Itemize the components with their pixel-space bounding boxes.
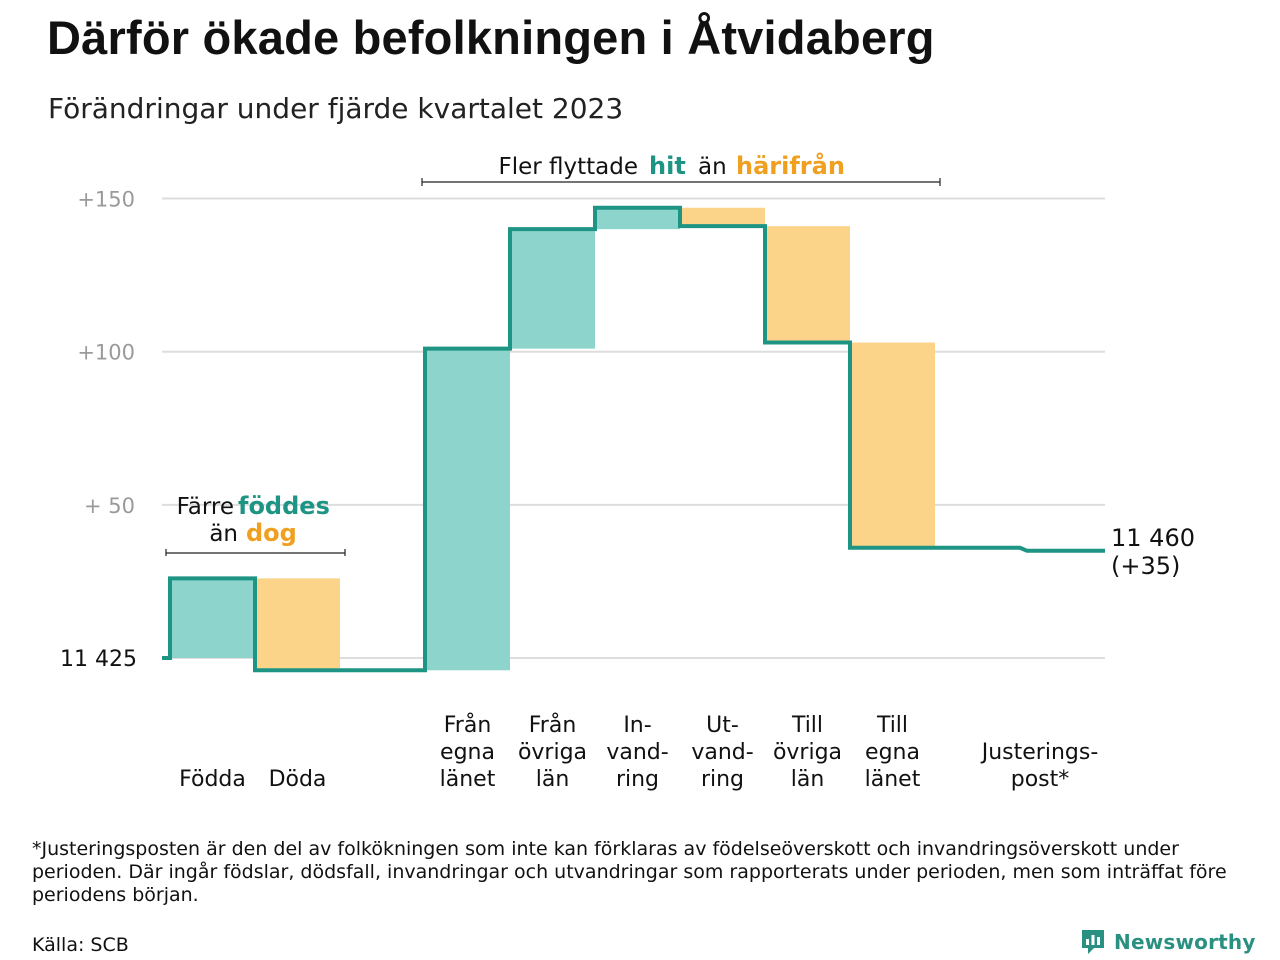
x-label-7-line-2: övriga: [773, 740, 842, 765]
chart-subtitle: Förändringar under fjärde kvartalet 2023: [48, 92, 624, 125]
bar-från-övriga-län: [510, 229, 595, 349]
y-tick-label-150: +150: [77, 188, 135, 212]
newsworthy-logo-icon: [1082, 930, 1104, 954]
x-axis-labels: Födda DödaFrånegnalänetFrånövrigalänIn-va…: [179, 712, 1098, 792]
cumulative-line: [162, 205, 1105, 673]
bar-in-vandring: [595, 207, 680, 230]
x-label-7-line-3: län: [791, 767, 825, 792]
migration-annotation-pre: Fler flyttade: [498, 154, 638, 180]
x-label-9-line-2: post*: [1011, 767, 1070, 792]
bar-födda: [170, 578, 255, 658]
x-label-1-line-1: Födda: [179, 767, 246, 792]
x-label-8-line-3: länet: [865, 767, 921, 792]
births-annotation-in: föddes: [238, 492, 330, 520]
brand: Newsworthy: [1080, 928, 1256, 956]
x-label-7-line-1: Till: [791, 713, 823, 738]
bar-ut-vandring: [680, 207, 765, 227]
annotations: Färre föddes än dog Fler flyttade hit än…: [165, 151, 941, 556]
end-value-line-2: (+35): [1111, 552, 1180, 580]
x-label-4-line-1: Från: [529, 712, 577, 738]
x-label-2-line-1: Döda: [269, 767, 327, 792]
births-annotation-out: dog: [246, 519, 297, 547]
waterfall-chart: 11 425+ 50+100+150 Födda DödaFrånegnaläne…: [60, 151, 1195, 792]
x-label-3-line-3: länet: [440, 767, 496, 792]
x-label-5-line-3: ring: [616, 767, 659, 792]
footnote: *Justeringsposten är den del av folkökni…: [32, 838, 1227, 906]
migration-bracket: [421, 178, 941, 186]
x-label-8-line-1: Till: [876, 713, 908, 738]
chart-title: Därför ökade befolkningen i Åtvidaberg: [47, 11, 935, 64]
source-note: Källa: SCB: [32, 934, 129, 956]
x-label-5-line-2: vand-: [606, 740, 668, 765]
brand-name: Newsworthy: [1114, 930, 1256, 954]
end-value-line-1: 11 460: [1111, 524, 1195, 552]
y-tick-label-50: + 50: [84, 494, 135, 518]
x-label-6-line-2: vand-: [691, 740, 753, 765]
x-label-8-line-2: egna: [865, 740, 920, 765]
migration-annotation-in: hit: [649, 152, 686, 180]
bars: [170, 207, 935, 671]
y-axis-labels: 11 425 + 50 +100 +150: [60, 188, 137, 672]
bar-till-övriga-län: [765, 226, 850, 343]
cumulative-step-line: [162, 205, 1105, 673]
bar-till-egna-länet: [850, 342, 935, 548]
x-label-3-line-1: Från: [444, 712, 492, 738]
x-label-4-line-3: län: [536, 767, 570, 792]
migration-annotation-out: härifrån: [736, 151, 845, 180]
x-label-6-line-1: Ut-: [706, 713, 739, 738]
x-label-3-line-2: egna: [440, 740, 495, 765]
y-tick-label-100: +100: [77, 341, 135, 365]
births-annotation-pre: Färre: [177, 494, 234, 520]
births-bracket: [165, 549, 346, 556]
bar-döda: [255, 578, 340, 671]
bar-från-egna-länet: [425, 348, 510, 671]
x-label-4-line-2: övriga: [518, 740, 587, 765]
migration-annotation-mid: än: [698, 154, 727, 180]
x-label-5-line-1: In-: [623, 713, 651, 738]
end-value-label: 11 460(+35): [1111, 524, 1195, 580]
x-label-9-line-1: Justerings-: [980, 740, 1099, 765]
y-tick-label-baseline: 11 425: [60, 647, 137, 672]
births-annotation-mid: än: [209, 521, 238, 547]
x-label-6-line-3: ring: [701, 767, 744, 792]
